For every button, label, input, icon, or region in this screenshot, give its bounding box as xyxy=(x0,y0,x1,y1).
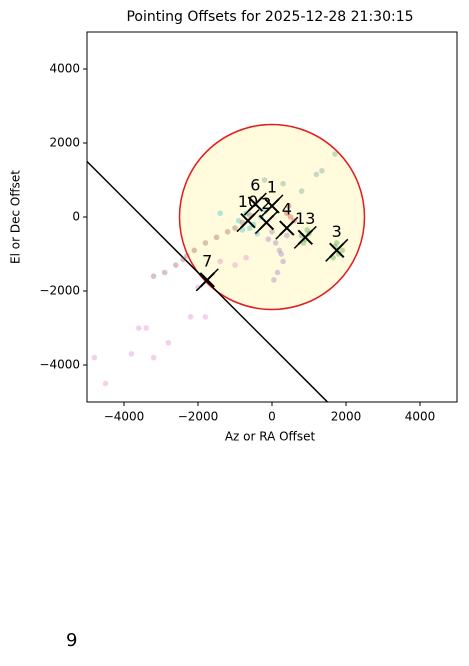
marker-segment xyxy=(243,192,267,216)
scatter-point xyxy=(187,314,194,320)
scatter-point xyxy=(217,258,223,265)
scatter-point xyxy=(271,277,277,283)
scatter-point xyxy=(285,203,292,209)
scatter-point xyxy=(150,273,157,280)
scatter-point xyxy=(319,167,325,174)
scatter-point xyxy=(136,325,142,331)
scatter-point xyxy=(150,354,157,361)
pointing-marker xyxy=(195,268,219,292)
scatter-point xyxy=(128,351,135,357)
scatter-point xyxy=(278,251,285,257)
marker-segment xyxy=(260,194,284,218)
scatter-point xyxy=(339,247,346,254)
scatter-point xyxy=(272,240,279,246)
scatter-point xyxy=(102,380,109,387)
scatter-point xyxy=(287,214,294,220)
y-tick-label: 2000 xyxy=(49,136,80,150)
scatter-point xyxy=(91,354,98,361)
scatter-point xyxy=(165,340,172,346)
footer-text: 9 xyxy=(66,630,77,651)
marker-segment xyxy=(275,216,299,240)
marker-label: 6 xyxy=(250,176,260,195)
marker-label: 1 xyxy=(267,177,277,196)
scatter-point xyxy=(304,227,310,233)
x-axis-label: Az or RA Offset xyxy=(225,430,316,444)
x-tick-label: 2000 xyxy=(331,410,362,424)
scatter-point xyxy=(284,232,290,239)
scatter-point xyxy=(184,253,190,259)
marker-segment xyxy=(325,238,349,262)
scatter-point xyxy=(202,240,209,246)
marker-label: 7 xyxy=(202,251,212,270)
scatter-point xyxy=(298,188,305,194)
pointing-marker xyxy=(293,225,317,249)
scatter-point xyxy=(333,240,340,246)
marker-segment xyxy=(254,211,278,235)
scatter-point xyxy=(173,262,179,268)
scatter-point xyxy=(202,314,209,320)
scatter-point xyxy=(213,234,220,241)
x-tick-label: 4000 xyxy=(405,410,436,424)
scatter-point xyxy=(232,262,238,268)
scatter-point xyxy=(280,258,286,265)
chart-title: Pointing Offsets for 2025-12-28 21:30:15 xyxy=(126,9,413,25)
marker-label: 10 xyxy=(238,192,258,211)
scatter-point xyxy=(265,236,272,242)
x-tick-label: 0 xyxy=(268,410,276,424)
scatter-point xyxy=(280,180,286,187)
scatter-point xyxy=(235,217,242,224)
pointing-marker xyxy=(254,211,278,235)
scatter-point xyxy=(269,229,275,235)
scatter-point xyxy=(243,254,249,261)
marker-segment xyxy=(195,268,219,292)
pointing-marker xyxy=(243,192,267,216)
marker-label: 4 xyxy=(282,200,292,219)
scatter-point xyxy=(217,210,223,217)
scatter-point xyxy=(313,171,320,178)
scatter-point xyxy=(224,229,231,235)
y-tick-label: 0 xyxy=(72,210,80,224)
scatter-point xyxy=(191,247,198,254)
marker-segment xyxy=(236,209,260,233)
scatter-point xyxy=(274,269,281,276)
y-axis-label: El or Dec Offset xyxy=(9,170,23,264)
scatter-point xyxy=(232,225,238,231)
pointing-marker xyxy=(275,216,299,240)
marker-label: 13 xyxy=(295,209,315,228)
marker-label: 2 xyxy=(261,194,271,213)
y-tick-label: 4000 xyxy=(49,62,80,76)
scatter-point xyxy=(284,210,290,217)
scatter-point xyxy=(161,269,168,276)
y-tick-label: −4000 xyxy=(39,358,80,372)
pointing-marker xyxy=(260,194,284,218)
scatter-point xyxy=(276,247,283,254)
scatter-point xyxy=(180,256,186,263)
x-tick-label: −4000 xyxy=(104,410,145,424)
pointing-marker xyxy=(236,209,260,233)
x-tick-label: −2000 xyxy=(178,410,219,424)
reference-line xyxy=(87,160,329,402)
scatter-point xyxy=(247,225,253,231)
marker-label: 3 xyxy=(332,222,342,241)
marker-segment xyxy=(293,225,317,249)
pointing-marker xyxy=(325,238,349,262)
scatter-point xyxy=(332,151,338,157)
y-tick-label: −2000 xyxy=(39,284,80,298)
scatter-point xyxy=(261,177,268,183)
scatter-point xyxy=(143,325,149,331)
